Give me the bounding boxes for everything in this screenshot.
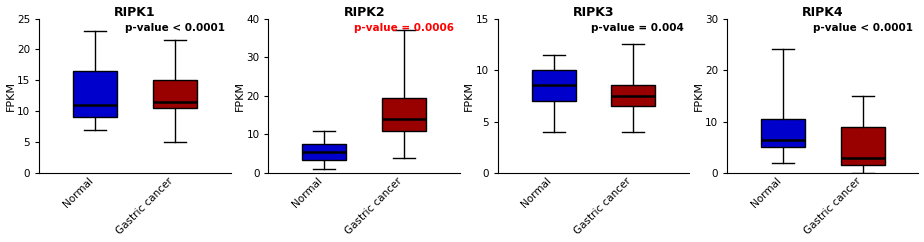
Y-axis label: FPKM: FPKM [694, 81, 703, 111]
Y-axis label: FPKM: FPKM [464, 81, 474, 111]
Title: RIPK3: RIPK3 [573, 6, 614, 19]
Text: p-value = 0.0006: p-value = 0.0006 [354, 23, 455, 33]
PathPatch shape [760, 119, 805, 147]
PathPatch shape [841, 127, 884, 165]
PathPatch shape [612, 85, 655, 106]
PathPatch shape [302, 144, 346, 159]
Title: RIPK1: RIPK1 [115, 6, 156, 19]
Title: RIPK4: RIPK4 [802, 6, 844, 19]
Text: p-value < 0.0001: p-value < 0.0001 [125, 23, 225, 33]
Y-axis label: FPKM: FPKM [6, 81, 16, 111]
Text: p-value = 0.004: p-value = 0.004 [590, 23, 684, 33]
Title: RIPK2: RIPK2 [344, 6, 385, 19]
PathPatch shape [383, 98, 426, 130]
PathPatch shape [152, 80, 197, 108]
Y-axis label: FPKM: FPKM [235, 81, 245, 111]
Text: p-value < 0.0001: p-value < 0.0001 [813, 23, 913, 33]
PathPatch shape [73, 71, 117, 117]
PathPatch shape [531, 70, 576, 101]
